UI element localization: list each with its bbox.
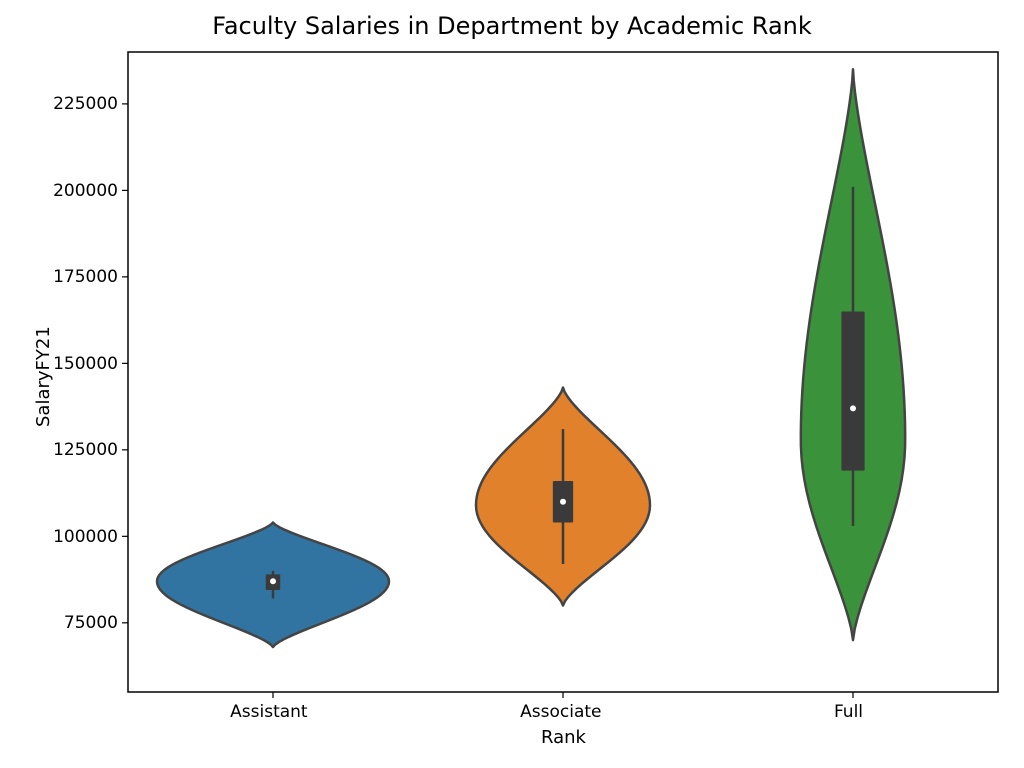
y-tick-label: 100000 [53,527,118,547]
x-tick-label: Associate [520,702,601,722]
x-tick-label: Full [834,702,863,722]
box-full [841,311,864,470]
y-tick-label: 175000 [53,267,118,287]
median-associate [560,499,566,505]
y-tick-label: 200000 [53,181,118,201]
violin-plot [0,0,1024,768]
x-tick-label: Assistant [230,702,307,722]
y-tick-label: 75000 [64,613,118,633]
y-tick-label: 225000 [53,94,118,114]
y-tick-label: 150000 [53,354,118,374]
median-assistant [270,578,276,584]
y-tick-label: 125000 [53,440,118,460]
figure: Faculty Salaries in Department by Academ… [0,0,1024,768]
median-full [850,405,856,411]
